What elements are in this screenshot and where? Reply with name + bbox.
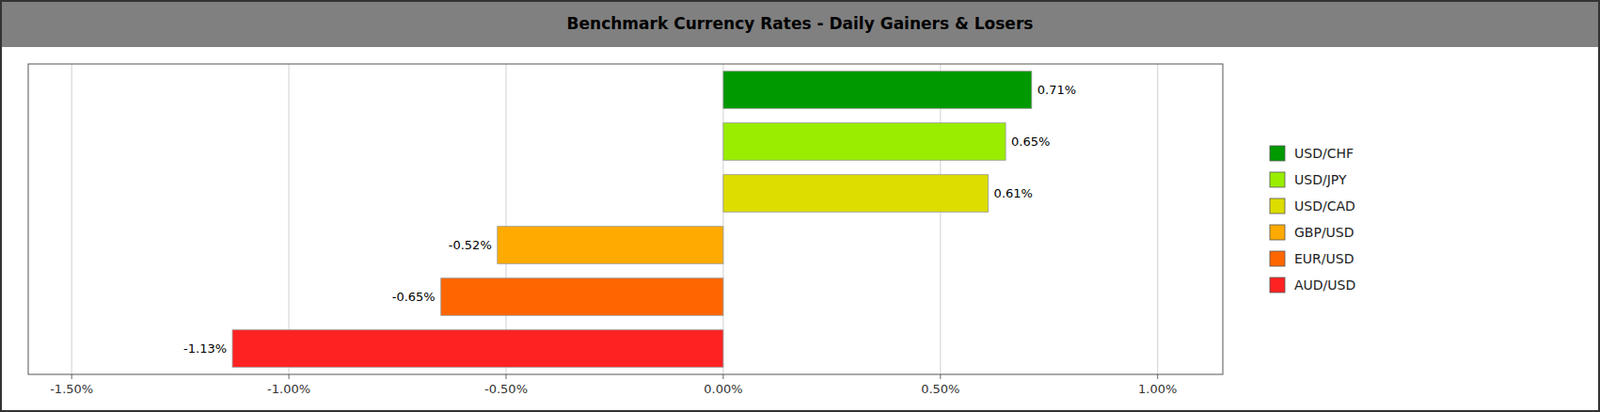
legend-swatch bbox=[1269, 251, 1285, 267]
outer-border bbox=[0, 0, 1600, 412]
legend-swatch bbox=[1269, 172, 1285, 188]
tick-mark bbox=[506, 374, 507, 380]
grid-line bbox=[1156, 63, 1158, 375]
data-label: -1.13% bbox=[183, 341, 227, 356]
legend: USD/CHF USD/JPY USD/CAD GBP/USD EUR/USD AUD/U… bbox=[1269, 145, 1356, 293]
plot-frame bbox=[28, 63, 1223, 375]
tick-label: -1.00% bbox=[267, 381, 311, 397]
bar bbox=[497, 226, 724, 265]
legend-label: GBP/USD bbox=[1294, 224, 1355, 240]
tick-mark bbox=[939, 374, 941, 380]
tick-mark bbox=[1156, 374, 1158, 380]
legend-label: USD/JPY bbox=[1294, 172, 1347, 188]
grid-line bbox=[506, 63, 507, 375]
data-label: 0.61% bbox=[994, 186, 1033, 201]
grid-line bbox=[71, 63, 73, 375]
bar bbox=[723, 123, 1006, 161]
grid-line bbox=[722, 63, 724, 375]
data-label: 0.71% bbox=[1037, 82, 1077, 97]
legend-swatch bbox=[1269, 198, 1285, 214]
tick-label: -1.50% bbox=[49, 381, 94, 397]
legend-swatch bbox=[1269, 224, 1285, 240]
tick-mark bbox=[722, 374, 724, 380]
data-labels: -1.13% -0.65% -0.52% 0.61% 0.65% 0.71% bbox=[183, 82, 1077, 356]
tick-label: 0.00% bbox=[703, 381, 743, 397]
tick-label: 1.00% bbox=[1138, 381, 1177, 397]
data-label: -0.65% bbox=[392, 289, 436, 304]
bar bbox=[723, 71, 1032, 110]
data-label: -0.52% bbox=[448, 237, 492, 253]
x-axis: -1.50% -1.00% -0.50% 0.00% 0.50% 1.00% bbox=[49, 374, 1177, 397]
legend-label: EUR/USD bbox=[1294, 251, 1354, 267]
legend-label: USD/CAD bbox=[1294, 198, 1356, 214]
legend-label: AUD/USD bbox=[1294, 277, 1356, 293]
bar bbox=[441, 278, 724, 317]
bar bbox=[723, 174, 989, 213]
bars bbox=[232, 71, 1032, 368]
chart-svg: Benchmark Currency Rates - Daily Gainers… bbox=[0, 0, 1600, 412]
grid bbox=[71, 63, 1158, 375]
plot-area bbox=[28, 63, 1223, 375]
tick-mark bbox=[71, 374, 73, 380]
title: Benchmark Currency Rates - Daily Gainers… bbox=[567, 14, 1034, 33]
data-label: 0.65% bbox=[1011, 134, 1050, 149]
grid-line bbox=[288, 63, 290, 375]
tick-mark bbox=[288, 374, 290, 380]
tick-label: 0.50% bbox=[920, 381, 960, 397]
tick-label: -0.50% bbox=[484, 381, 528, 397]
legend-swatch bbox=[1269, 277, 1285, 293]
title-band bbox=[0, 0, 1600, 48]
legend-label: USD/CHF bbox=[1294, 145, 1354, 161]
legend-swatch bbox=[1269, 145, 1285, 161]
bar bbox=[232, 330, 724, 368]
grid-line bbox=[939, 63, 941, 375]
